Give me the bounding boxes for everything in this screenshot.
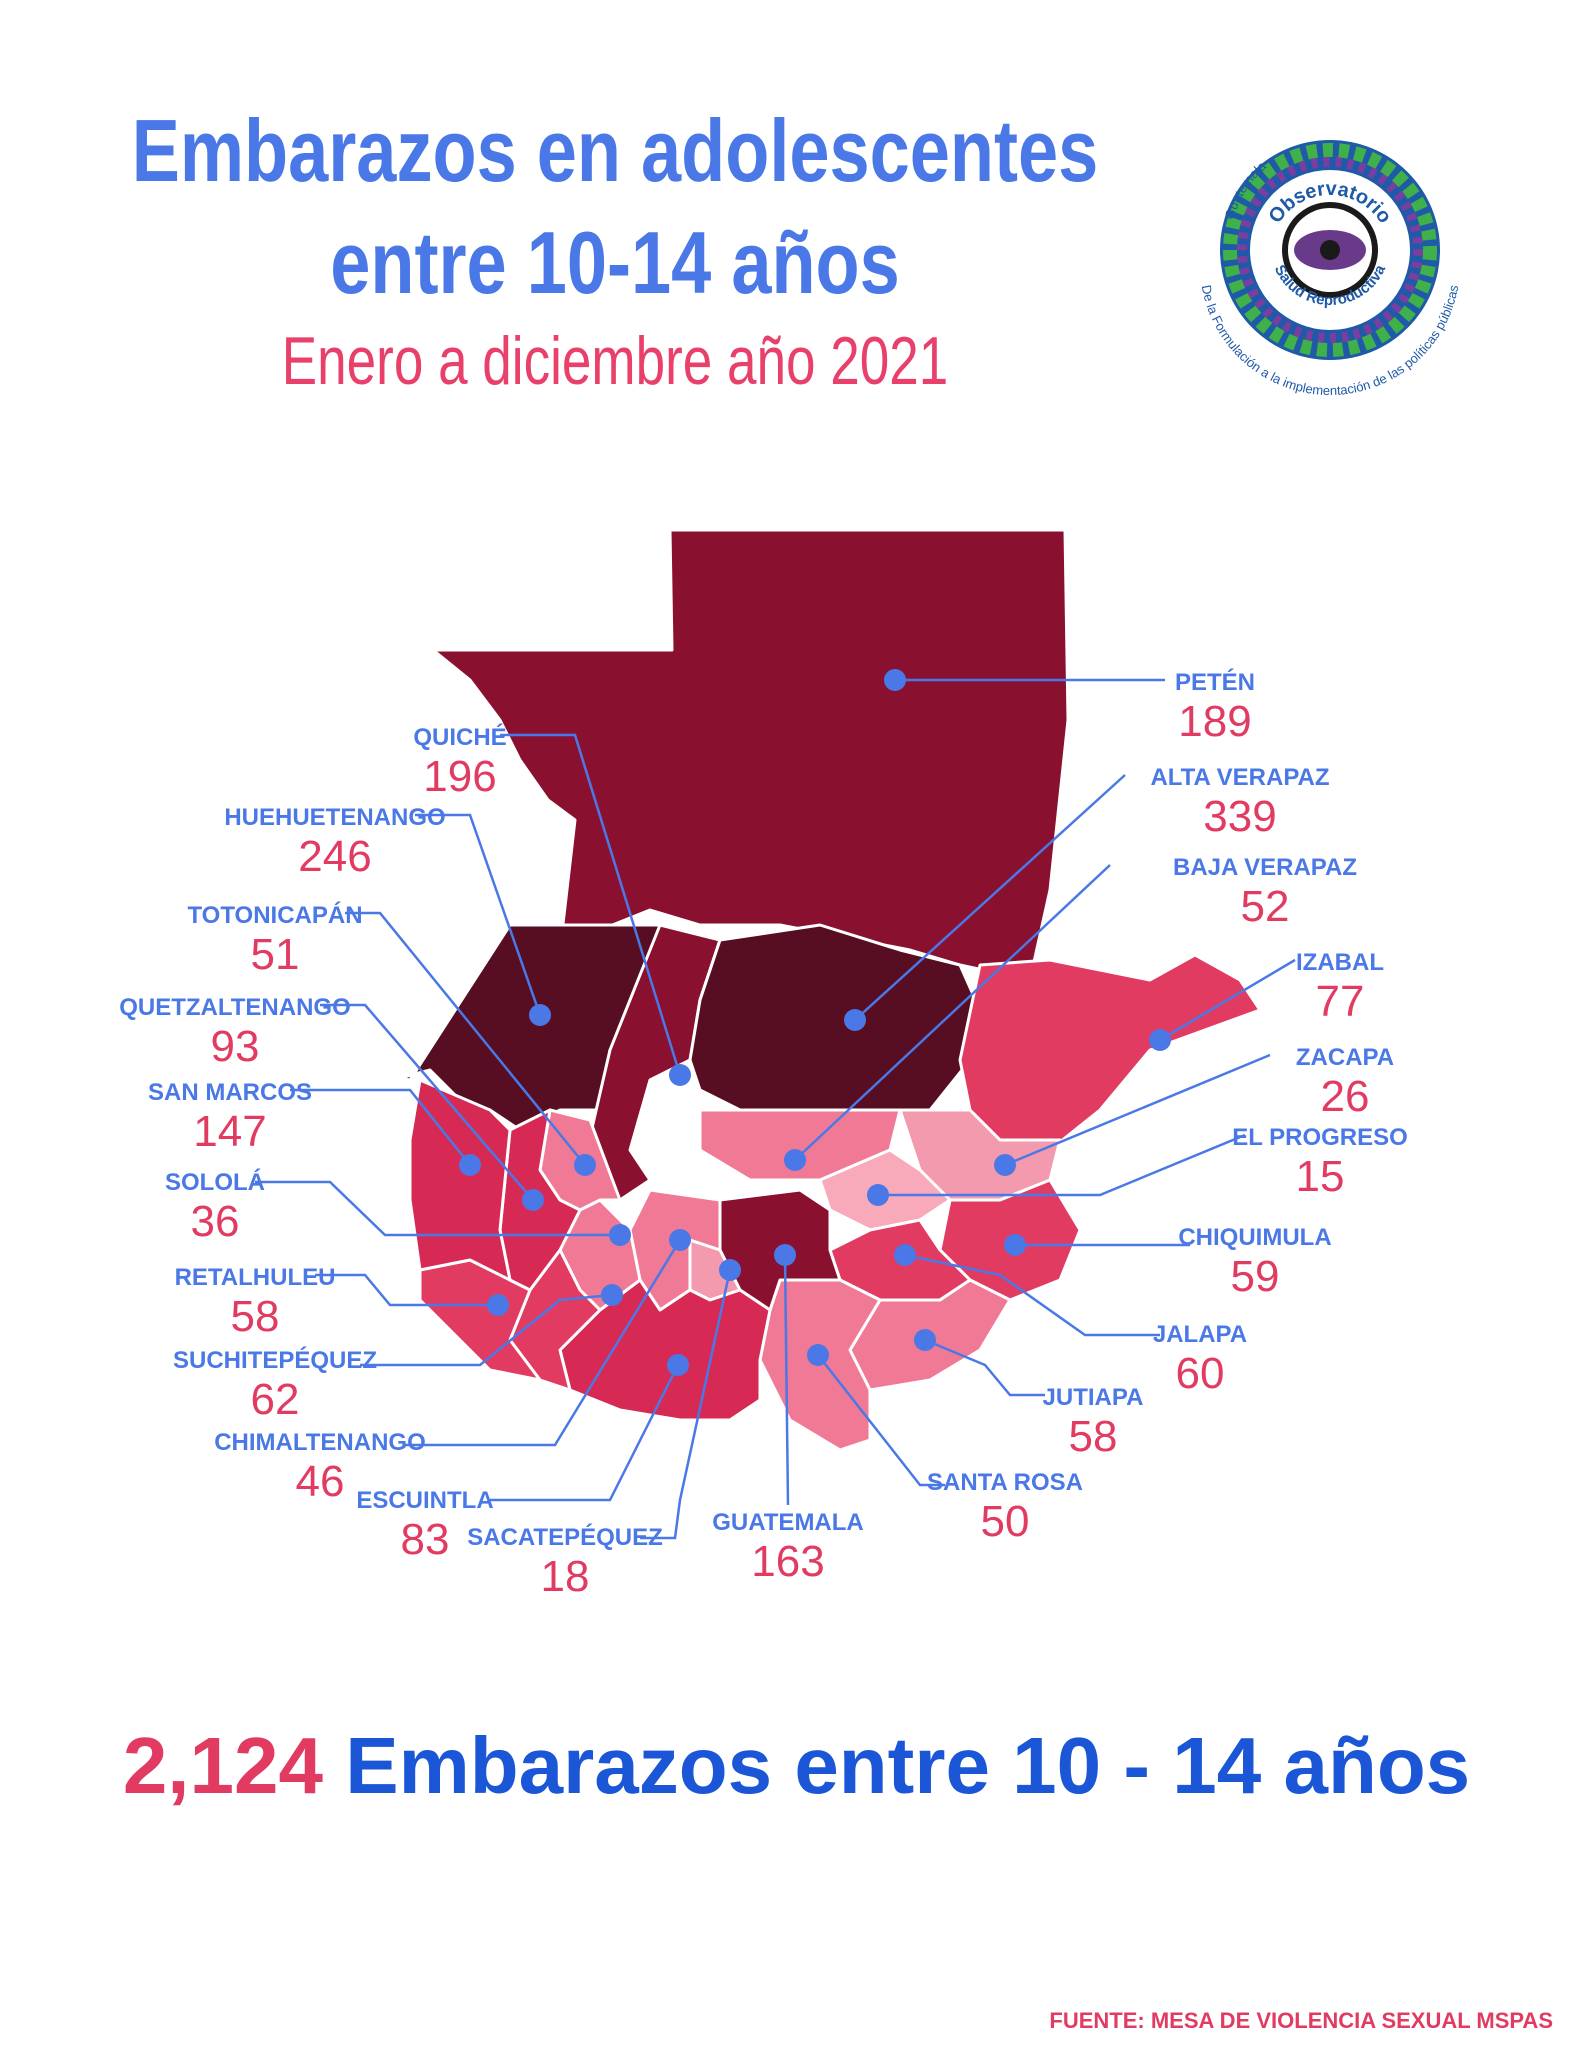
leader-line-escuintla (490, 1364, 680, 1502)
source-note: FUENTE: MESA DE VIOLENCIA SEXUAL MSPAS (1049, 2008, 1553, 2033)
leader-line-chimaltenango (405, 1239, 682, 1447)
label-name-jalapa: JALAPA (1153, 1321, 1247, 1348)
leader-lines (255, 678, 1296, 1540)
label-name-retalhuleu: RETALHULEU (175, 1264, 336, 1291)
marker-dot-zacapa (994, 1154, 1016, 1176)
label-name-jutiapa: JUTIAPA (1043, 1384, 1144, 1411)
marker-dot-baja-verapaz (784, 1149, 806, 1171)
label-name-baja-verapaz: BAJA VERAPAZ (1173, 854, 1357, 881)
label-value-retalhuleu: 58 (231, 1292, 280, 1341)
label-value-peten: 189 (1178, 697, 1251, 746)
label-name-solola: SOLOLÁ (165, 1168, 265, 1196)
marker-dot-jalapa (894, 1244, 916, 1266)
label-value-solola: 36 (191, 1197, 240, 1246)
label-value-huehuetenango: 246 (298, 832, 371, 881)
label-value-sacatepequez: 18 (541, 1552, 590, 1601)
observatorio-logo: Observatorio Salud Reproductiva Guatemal… (1199, 140, 1461, 395)
marker-dot-quiche (669, 1064, 691, 1086)
label-name-totonicapan: TOTONICAPÁN (187, 901, 362, 929)
marker-dot-retalhuleu (487, 1294, 509, 1316)
leader-line-baja-verapaz (794, 864, 1111, 1161)
leader-line-retalhuleu (315, 1273, 498, 1307)
label-name-zacapa: ZACAPA (1296, 1044, 1394, 1071)
leader-line-santa-rosa (817, 1354, 945, 1487)
leader-line-sacatepequez (640, 1269, 732, 1540)
leader-line-solola (255, 1180, 620, 1237)
marker-dot-alta-verapaz (844, 1009, 866, 1031)
marker-dot-el-progreso (867, 1184, 889, 1206)
marker-dot-quetzaltenango (522, 1189, 544, 1211)
label-name-chiquimula: CHIQUIMULA (1178, 1224, 1331, 1251)
label-name-guatemala: GUATEMALA (712, 1509, 864, 1536)
marker-dot-suchitepequez (601, 1284, 623, 1306)
leader-line-san-marcos (290, 1088, 471, 1166)
label-name-santa-rosa: SANTA ROSA (927, 1469, 1083, 1496)
leader-line-jutiapa (924, 1338, 1045, 1397)
label-value-escuintla: 83 (401, 1515, 450, 1564)
marker-dot-jutiapa (914, 1329, 936, 1351)
label-value-santa-rosa: 50 (981, 1497, 1030, 1546)
leader-line-guatemala (783, 1254, 790, 1506)
marker-dot-chiquimula (1004, 1234, 1026, 1256)
label-value-zacapa: 26 (1321, 1072, 1370, 1121)
region-san-marcos (408, 1078, 512, 1282)
total-number: 2,124 (122, 1721, 324, 1810)
total-banner: 2,124 Embarazos entre 10 - 14 años (0, 1720, 1593, 1812)
leader-line-alta-verapaz (854, 774, 1126, 1021)
label-value-jutiapa: 58 (1069, 1412, 1118, 1461)
label-value-jalapa: 60 (1176, 1349, 1225, 1398)
title-line-2: entre 10-14 años (330, 213, 900, 312)
label-name-peten: PETÉN (1175, 668, 1255, 696)
leader-line-quetzaltenango (320, 1003, 534, 1201)
label-value-quetzaltenango: 93 (211, 1022, 260, 1071)
label-name-alta-verapaz: ALTA VERAPAZ (1150, 764, 1329, 791)
marker-dot-huehuetenango (529, 1004, 551, 1026)
marker-dot-san-marcos (459, 1154, 481, 1176)
marker-dot-chimaltenango (669, 1229, 691, 1251)
title-line-1: Embarazos en adolescentes (131, 101, 1099, 200)
label-name-san-marcos: SAN MARCOS (148, 1079, 312, 1106)
label-value-san-marcos: 147 (193, 1107, 266, 1156)
label-value-chimaltenango: 46 (296, 1457, 345, 1506)
label-value-guatemala: 163 (751, 1537, 824, 1586)
leader-line-el-progreso (878, 1133, 1246, 1197)
label-value-totonicapan: 51 (251, 930, 300, 979)
label-value-izabal: 77 (1316, 977, 1365, 1026)
label-name-sacatepequez: SACATEPÉQUEZ (467, 1523, 663, 1551)
label-name-quiche: QUICHÉ (413, 723, 506, 751)
label-name-huehuetenango: HUEHUETENANGO (224, 804, 445, 831)
label-name-escuintla: ESCUINTLA (356, 1487, 493, 1514)
marker-dot-santa-rosa (807, 1344, 829, 1366)
marker-dot-escuintla (667, 1354, 689, 1376)
leader-line-jalapa (904, 1253, 1160, 1337)
subtitle: Enero a diciembre año 2021 (281, 323, 949, 399)
marker-dot-totonicapan (574, 1154, 596, 1176)
leader-line-izabal (1159, 958, 1296, 1042)
marker-dot-peten (884, 669, 906, 691)
leader-line-totonicapan (345, 911, 586, 1166)
marker-dot-izabal (1149, 1029, 1171, 1051)
leader-line-huehuetenango (415, 813, 542, 1016)
leader-line-quiche (500, 733, 682, 1076)
label-name-chimaltenango: CHIMALTENANGO (214, 1429, 426, 1456)
label-name-izabal: IZABAL (1296, 949, 1384, 976)
label-value-quiche: 196 (423, 752, 496, 801)
marker-dot-guatemala (774, 1244, 796, 1266)
leader-line-zacapa (1004, 1053, 1271, 1167)
label-value-baja-verapaz: 52 (1241, 882, 1290, 931)
marker-dot-solola (609, 1224, 631, 1246)
label-name-quetzaltenango: QUETZALTENANGO (119, 994, 351, 1021)
label-name-el-progreso: EL PROGRESO (1232, 1124, 1408, 1151)
label-value-suchitepequez: 62 (251, 1375, 300, 1424)
total-text: Embarazos entre 10 - 14 años (345, 1721, 1471, 1810)
leader-dots (459, 669, 1171, 1376)
leader-line-suchitepequez (360, 1293, 613, 1367)
label-value-el-progreso: 15 (1296, 1152, 1345, 1201)
label-value-alta-verapaz: 339 (1203, 792, 1276, 841)
marker-dot-sacatepequez (719, 1259, 741, 1281)
label-value-chiquimula: 59 (1231, 1252, 1280, 1301)
label-name-suchitepequez: SUCHITEPÉQUEZ (173, 1346, 377, 1374)
